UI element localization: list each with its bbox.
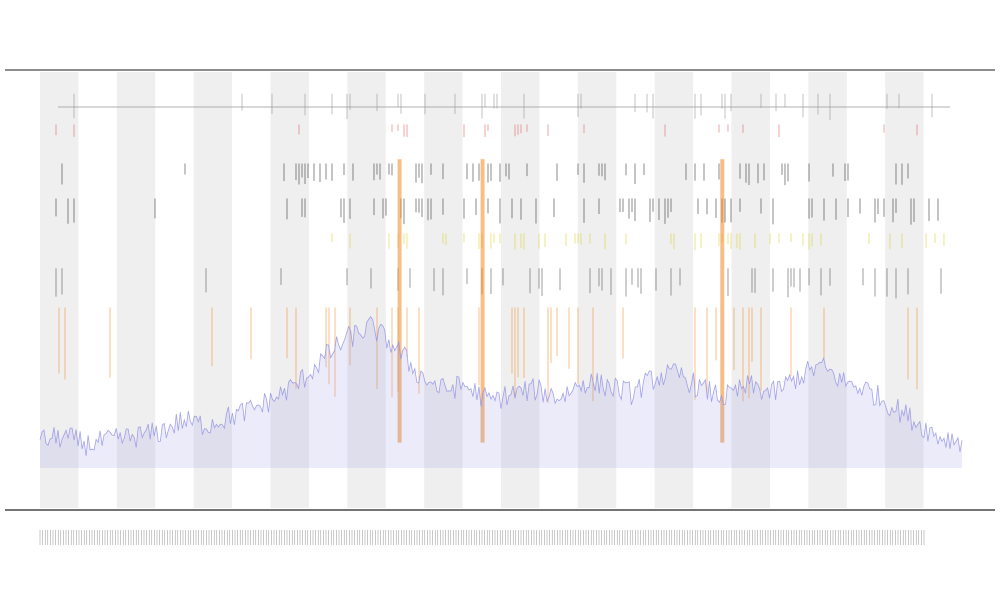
- background-band: [116, 72, 156, 508]
- track-row: [55, 268, 942, 299]
- track-row: [58, 307, 918, 403]
- background-band: [347, 72, 386, 508]
- track-row: [331, 233, 945, 251]
- background-band: [270, 72, 309, 508]
- track-row: [73, 93, 933, 120]
- hotspot-column: [720, 159, 725, 443]
- track-row: [55, 124, 918, 138]
- background-band: [885, 72, 924, 508]
- background-band: [501, 72, 540, 508]
- background-band: [654, 72, 694, 508]
- background-band: [731, 72, 770, 508]
- background-band: [808, 72, 847, 508]
- hotspot-column: [397, 159, 402, 443]
- track-row: [55, 198, 939, 225]
- coverage-line-: [39, 315, 963, 456]
- x-axis-ticks: [39, 530, 925, 545]
- background-band: [577, 72, 617, 508]
- background-band: [193, 72, 233, 508]
- feature-tracks: [55, 93, 945, 443]
- background-band: [424, 72, 463, 508]
- track-row: [61, 163, 909, 186]
- hotspot-column: [480, 159, 485, 443]
- background-band: [40, 72, 79, 508]
- coverage-series: [39, 315, 963, 468]
- coverage-area: [40, 316, 962, 468]
- background-bands: [40, 72, 924, 508]
